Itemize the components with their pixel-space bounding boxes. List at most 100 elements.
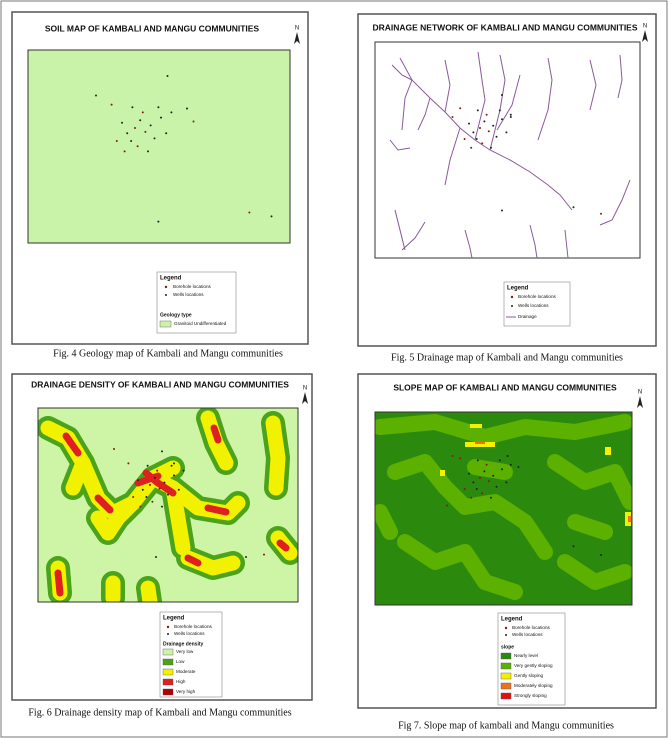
north-label: N xyxy=(643,24,647,30)
legend-item: Gently sloping xyxy=(514,673,544,678)
borehole-point xyxy=(149,484,151,486)
map-title: SOIL MAP OF KAMBALI AND MANGU COMMUNITIE… xyxy=(45,23,260,33)
borehole-point xyxy=(147,465,149,467)
borehole-point xyxy=(163,482,165,484)
borehole-point xyxy=(464,488,466,490)
borehole-point xyxy=(459,107,461,109)
legend-item: Nearly level xyxy=(514,653,538,658)
legend-swatch xyxy=(501,663,511,669)
legend-swatch xyxy=(501,673,511,679)
legend-title: Legend xyxy=(160,276,182,282)
legend-symbol xyxy=(167,633,169,635)
borehole-point xyxy=(452,455,454,457)
borehole-point xyxy=(492,125,494,127)
legend-swatch xyxy=(160,321,171,327)
borehole-point xyxy=(124,150,126,152)
borehole-point xyxy=(171,465,173,467)
borehole-point xyxy=(271,215,273,217)
legend-symbol xyxy=(165,294,167,296)
legend-item: Borehole locations xyxy=(173,284,211,289)
density-map xyxy=(38,408,298,602)
borehole-point xyxy=(130,140,132,142)
legend-symbol xyxy=(167,626,169,628)
legend-section: Geology type xyxy=(160,312,192,318)
borehole-point xyxy=(132,496,134,498)
legend-item: Low xyxy=(176,659,185,664)
borehole-point xyxy=(510,464,512,466)
legend-symbol xyxy=(511,305,513,307)
borehole-point xyxy=(470,147,472,149)
borehole-point xyxy=(486,114,488,116)
borehole-point xyxy=(472,131,474,133)
borehole-point xyxy=(150,124,152,126)
legend-symbol xyxy=(505,627,507,629)
borehole-point xyxy=(468,123,470,125)
legend-item: Wells locations xyxy=(512,632,543,637)
borehole-point xyxy=(248,212,250,214)
legend-swatch xyxy=(163,649,173,655)
borehole-point xyxy=(446,505,448,507)
borehole-point xyxy=(263,554,265,556)
borehole-point xyxy=(483,470,485,472)
borehole-point xyxy=(490,497,492,499)
borehole-point xyxy=(193,121,195,123)
borehole-point xyxy=(481,492,483,494)
borehole-point xyxy=(488,480,490,482)
borehole-point xyxy=(139,506,141,508)
legend-swatch xyxy=(163,689,173,695)
borehole-point xyxy=(479,477,481,479)
borehole-point xyxy=(501,118,503,120)
legend-item: Borehole locations xyxy=(174,624,212,629)
legend-item: Drainage xyxy=(518,314,537,319)
borehole-point xyxy=(483,120,485,122)
borehole-point xyxy=(131,106,133,108)
borehole-point xyxy=(472,481,474,483)
north-label: N xyxy=(303,386,307,392)
legend-item: Wells locations xyxy=(173,292,204,297)
borehole-point xyxy=(245,556,247,558)
legend-item: Wells locations xyxy=(518,303,549,308)
borehole-point xyxy=(464,138,466,140)
borehole-point xyxy=(113,448,115,450)
caption: Fig 7. Slope map of kambali and Mangu co… xyxy=(398,720,614,731)
borehole-point xyxy=(501,94,503,96)
borehole-point xyxy=(142,489,144,491)
map-title: SLOPE MAP OF KAMBALI AND MANGU COMMUNITI… xyxy=(393,382,617,392)
borehole-point xyxy=(505,131,507,133)
borehole-point xyxy=(144,131,146,133)
map-title: DRAINAGE NETWORK OF KAMBALI AND MANGU CO… xyxy=(372,22,637,32)
borehole-point xyxy=(186,108,188,110)
borehole-point xyxy=(159,488,161,490)
caption: Fig. 6 Drainage density map of Kambali a… xyxy=(28,707,291,718)
legend-item: Moderately sloping xyxy=(514,683,553,688)
legend-item: High xyxy=(176,679,186,684)
borehole-point xyxy=(156,470,158,472)
borehole-point xyxy=(161,506,163,508)
borehole-point xyxy=(476,488,478,490)
borehole-point xyxy=(600,554,602,556)
borehole-point xyxy=(154,477,156,479)
borehole-point xyxy=(510,116,512,118)
borehole-point xyxy=(488,130,490,132)
figure: DRAINAGE NETWORK OF KAMBALI AND MANGU CO… xyxy=(358,14,656,363)
borehole-point xyxy=(121,122,123,124)
borehole-point xyxy=(573,545,575,547)
map-frame xyxy=(28,50,290,243)
borehole-point xyxy=(496,136,498,138)
legend-swatch xyxy=(501,693,511,699)
legend-item: Very low xyxy=(176,649,194,654)
borehole-point xyxy=(499,109,501,111)
legend-item: Borehole locations xyxy=(512,625,550,630)
borehole-point xyxy=(160,117,162,119)
legend-swatch xyxy=(501,653,511,659)
borehole-point xyxy=(111,104,113,106)
map-frame xyxy=(375,42,640,258)
legend-section: Drainage density xyxy=(163,641,204,647)
borehole-point xyxy=(501,210,503,212)
borehole-point xyxy=(477,459,479,461)
borehole-point xyxy=(486,464,488,466)
borehole-point xyxy=(147,150,149,152)
legend-item: Granitoid Undifferentiated xyxy=(174,321,227,326)
borehole-point xyxy=(154,137,156,139)
legend-title: Legend xyxy=(501,617,523,623)
